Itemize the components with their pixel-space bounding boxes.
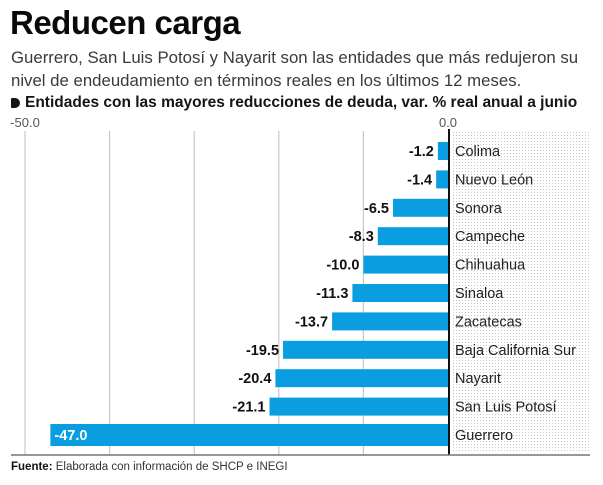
value-label: -47.0 bbox=[54, 428, 87, 444]
source-note: Fuente: Elaborada con información de SHC… bbox=[11, 461, 288, 473]
bar bbox=[269, 397, 448, 416]
category-label: Campeche bbox=[455, 229, 525, 245]
value-label: -19.5 bbox=[246, 343, 279, 359]
bar bbox=[275, 369, 448, 388]
chart-heading: Entidades con las mayores reducciones de… bbox=[11, 94, 577, 112]
category-label: Chihuahua bbox=[455, 258, 526, 274]
labels: -1.2 Colima -1.4 Nuevo León -6.5 Sonora -8.3 Ca… bbox=[54, 144, 576, 444]
bar bbox=[363, 255, 448, 274]
category-label: Guerrero bbox=[455, 428, 513, 444]
bar bbox=[377, 227, 448, 246]
source-label: Fuente: bbox=[11, 461, 53, 473]
category-label: Sonora bbox=[455, 201, 503, 217]
x-tick-label-min: -50.0 bbox=[10, 115, 40, 130]
bar bbox=[283, 340, 448, 359]
bar bbox=[436, 170, 448, 189]
value-label: -6.5 bbox=[364, 201, 389, 217]
category-label: San Luis Potosí bbox=[455, 400, 557, 416]
category-label: Sinaloa bbox=[455, 286, 504, 302]
bars bbox=[50, 142, 448, 446]
value-label: -11.3 bbox=[316, 286, 348, 302]
bullet-icon bbox=[11, 98, 20, 108]
value-label: -1.4 bbox=[407, 172, 432, 188]
category-label: Zacatecas bbox=[455, 314, 522, 330]
value-label: -13.7 bbox=[295, 314, 328, 330]
chart-title: Reducen carga bbox=[10, 4, 241, 41]
label-panel bbox=[452, 131, 590, 453]
value-label: -1.2 bbox=[409, 144, 434, 160]
bar bbox=[437, 142, 448, 160]
source-text: Elaborada con información de SHCP e INEG… bbox=[55, 461, 288, 473]
value-label: -20.4 bbox=[238, 371, 271, 387]
category-label: Colima bbox=[455, 144, 501, 160]
chart-subtitle: Guerrero, San Luis Potosí y Nayarit son … bbox=[11, 48, 579, 90]
x-tick-label-max: 0.0 bbox=[439, 115, 457, 130]
chart-heading-text: Entidades con las mayores reducciones de… bbox=[25, 94, 578, 111]
category-label: Baja California Sur bbox=[455, 343, 576, 359]
bar bbox=[352, 284, 448, 302]
bar bbox=[50, 424, 448, 446]
bar bbox=[332, 312, 448, 331]
value-label: -10.0 bbox=[326, 258, 359, 274]
bar bbox=[393, 198, 448, 217]
category-label: Nuevo León bbox=[455, 172, 533, 188]
value-label: -8.3 bbox=[349, 229, 374, 245]
value-label: -21.1 bbox=[232, 400, 265, 416]
category-label: Nayarit bbox=[455, 371, 501, 387]
